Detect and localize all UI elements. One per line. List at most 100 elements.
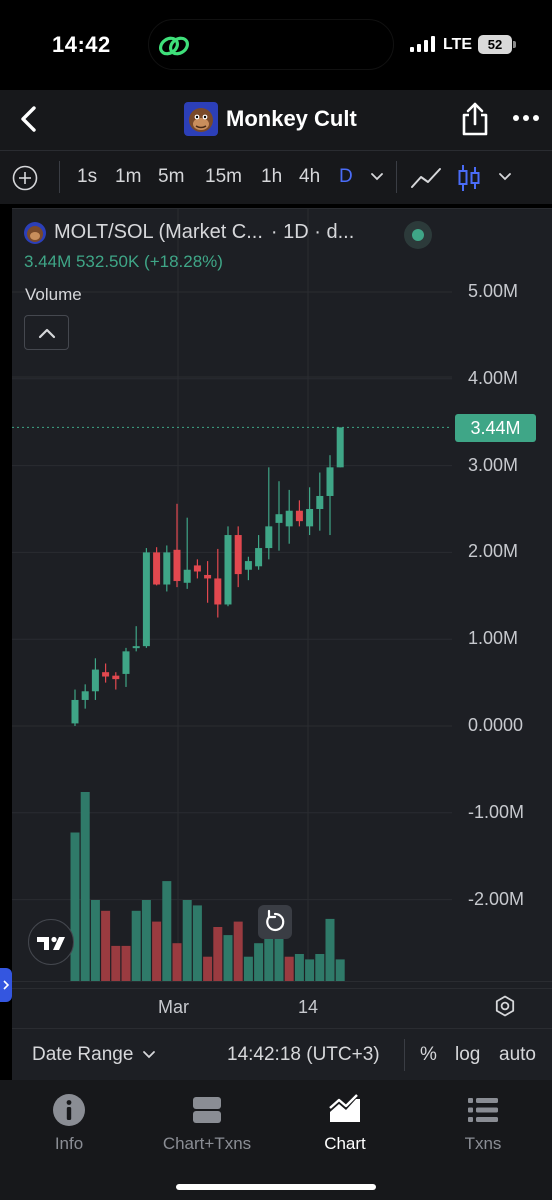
candle-body bbox=[306, 509, 314, 527]
y-tick-label: -1.00M bbox=[468, 801, 525, 822]
last-price-badge: 3.44M bbox=[455, 414, 536, 442]
volume-bar bbox=[80, 792, 90, 981]
reset-icon bbox=[266, 909, 285, 932]
chart-x-axis-line bbox=[12, 981, 552, 982]
tab-label: Txns bbox=[464, 1134, 502, 1153]
chart-toolbar: 1s 1m 5m 15m 1h 4h D bbox=[0, 150, 552, 204]
volume-bar bbox=[152, 921, 162, 981]
token-avatar bbox=[184, 102, 218, 136]
chart-clock[interactable]: 14:42:18 (UTC+3) bbox=[227, 1044, 380, 1065]
volume-bar bbox=[121, 945, 131, 981]
volume-label: Volume bbox=[25, 285, 82, 304]
candle-body bbox=[163, 552, 171, 585]
date-range-button[interactable]: Date Range bbox=[32, 1044, 134, 1065]
candle-body bbox=[183, 569, 191, 583]
chevron-down-icon[interactable] bbox=[498, 170, 512, 184]
chevron-down-icon[interactable] bbox=[370, 170, 384, 184]
candlestick-icon[interactable] bbox=[458, 163, 480, 193]
candle-body bbox=[122, 651, 130, 674]
chart-controls: Date Range 14:42:18 (UTC+3) % log auto bbox=[12, 1028, 552, 1080]
volume-bar bbox=[90, 900, 100, 981]
time-axis[interactable]: Mar 14 bbox=[12, 988, 552, 1028]
log-scale-button[interactable]: log bbox=[455, 1044, 481, 1065]
volume-bar bbox=[243, 956, 253, 981]
tab-label: Info bbox=[54, 1134, 84, 1153]
y-tick-label: 2.00M bbox=[468, 541, 519, 562]
token-avatar bbox=[24, 221, 46, 244]
split-view-icon bbox=[193, 1097, 221, 1123]
volume-bar bbox=[325, 918, 335, 981]
candlestick-chart[interactable] bbox=[12, 209, 552, 989]
volume-bar bbox=[162, 881, 172, 981]
candle-body bbox=[255, 548, 263, 567]
volume-bar bbox=[274, 929, 284, 981]
legend-symbol: MOLT/SOL (Market C... bbox=[54, 221, 263, 243]
sidebar-toggle[interactable] bbox=[0, 968, 12, 1002]
candle-body bbox=[234, 535, 242, 575]
tab-chart[interactable]: Chart bbox=[276, 1092, 414, 1154]
status-bar: 14:42 LTE 52 bbox=[0, 0, 552, 90]
y-tick-label: 4.00M bbox=[468, 367, 519, 388]
interval-1h[interactable]: 1h bbox=[261, 166, 283, 187]
list-icon bbox=[468, 1098, 498, 1122]
candle-body bbox=[81, 691, 89, 700]
battery-icon: 52 bbox=[478, 35, 516, 54]
toolbar-divider bbox=[59, 161, 60, 193]
settings-icon[interactable] bbox=[494, 995, 516, 1017]
legend-values: 3.44M 532.50K (+18.28%) bbox=[24, 252, 223, 271]
auto-scale-button[interactable]: auto bbox=[499, 1044, 536, 1065]
volume-bar bbox=[203, 956, 213, 981]
y-tick-label: -2.00M bbox=[468, 888, 525, 909]
add-indicator-icon[interactable] bbox=[12, 165, 38, 191]
chevron-up-icon bbox=[38, 328, 56, 339]
share-icon[interactable] bbox=[460, 102, 490, 136]
chevron-down-icon[interactable] bbox=[142, 1048, 156, 1062]
tab-txns[interactable]: Txns bbox=[414, 1092, 552, 1154]
volume-bar bbox=[101, 910, 111, 981]
interval-d[interactable]: D bbox=[339, 166, 353, 187]
volume-bar bbox=[305, 959, 315, 981]
tradingview-logo[interactable] bbox=[28, 919, 74, 965]
candle-body bbox=[193, 565, 201, 572]
bottom-tab-bar: Info Chart+Txns Chart Txns bbox=[0, 1080, 552, 1200]
page-title: Monkey Cult bbox=[226, 106, 357, 131]
live-status-indicator bbox=[404, 221, 432, 249]
chevron-right-icon bbox=[3, 980, 10, 990]
controls-divider bbox=[404, 1039, 405, 1071]
candle-body bbox=[224, 535, 232, 605]
tab-chart-txns[interactable]: Chart+Txns bbox=[138, 1092, 276, 1154]
candle-body bbox=[275, 514, 283, 523]
tab-label: Chart bbox=[324, 1134, 366, 1153]
interval-15m[interactable]: 15m bbox=[205, 166, 242, 187]
percent-scale-button[interactable]: % bbox=[420, 1044, 437, 1065]
volume-bar bbox=[141, 900, 151, 981]
chart-panel[interactable]: MOLT/SOL (Market C... · 1D · d... 3.44M … bbox=[12, 208, 552, 988]
more-icon[interactable] bbox=[512, 108, 540, 128]
candle-body bbox=[214, 578, 222, 605]
volume-bar bbox=[111, 945, 121, 981]
tab-info[interactable]: Info bbox=[0, 1092, 138, 1154]
volume-bar bbox=[213, 927, 223, 981]
candle-body bbox=[71, 699, 79, 724]
candle-body bbox=[244, 561, 252, 570]
volume-bar bbox=[335, 959, 345, 981]
collapse-legend-button[interactable] bbox=[24, 315, 69, 350]
line-chart-icon[interactable] bbox=[410, 165, 442, 191]
interval-4h[interactable]: 4h bbox=[299, 166, 321, 187]
volume-bar bbox=[264, 908, 274, 981]
legend-interval: · 1D · d... bbox=[270, 221, 355, 243]
app-header: Monkey Cult bbox=[0, 90, 552, 150]
interval-1m[interactable]: 1m bbox=[115, 166, 142, 187]
candle-body bbox=[173, 549, 181, 582]
reset-chart-button[interactable] bbox=[258, 905, 292, 939]
back-arrow-icon[interactable] bbox=[14, 104, 44, 134]
volume-bar bbox=[254, 943, 264, 981]
y-tick-label: 1.00M bbox=[468, 628, 519, 649]
chart-icon bbox=[329, 1094, 360, 1122]
volume-bar bbox=[315, 954, 325, 981]
interval-1s[interactable]: 1s bbox=[77, 166, 98, 187]
volume-bar bbox=[70, 832, 80, 981]
x-tick-label: Mar bbox=[158, 997, 189, 1017]
interval-5m[interactable]: 5m bbox=[158, 166, 185, 187]
volume-bar bbox=[172, 943, 182, 981]
